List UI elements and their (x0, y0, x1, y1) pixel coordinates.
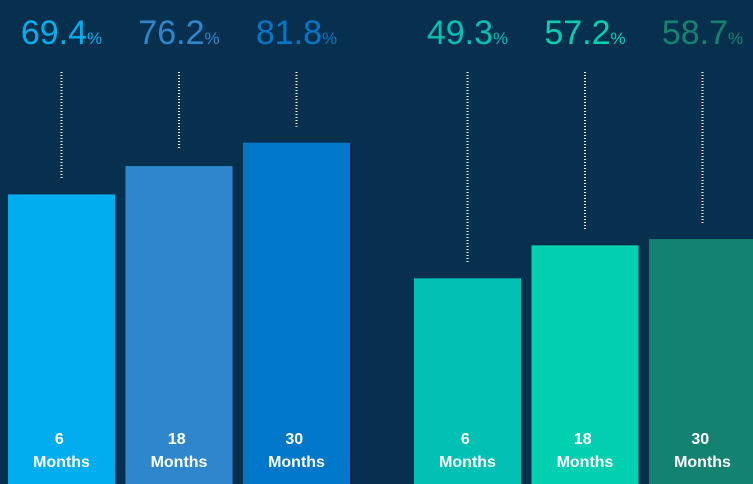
value-label: 69.4% (21, 14, 102, 52)
value-label: 58.7% (662, 14, 743, 52)
bar (649, 239, 753, 484)
bar (8, 194, 115, 484)
value-label: 81.8% (256, 14, 337, 52)
bar (531, 245, 639, 484)
bar (243, 142, 350, 484)
bar (414, 278, 521, 484)
value-label: 57.2% (544, 14, 625, 52)
category-label: 30 Months (268, 431, 325, 471)
bar (125, 166, 233, 484)
value-label: 49.3% (427, 14, 508, 52)
category-label: 6 Months (33, 431, 90, 471)
value-label: 76.2% (138, 14, 219, 52)
category-label: 18 Months (557, 431, 614, 471)
category-label: 6 Months (439, 431, 496, 471)
category-label: 30 Months (674, 431, 731, 471)
category-label: 18 Months (151, 431, 208, 471)
